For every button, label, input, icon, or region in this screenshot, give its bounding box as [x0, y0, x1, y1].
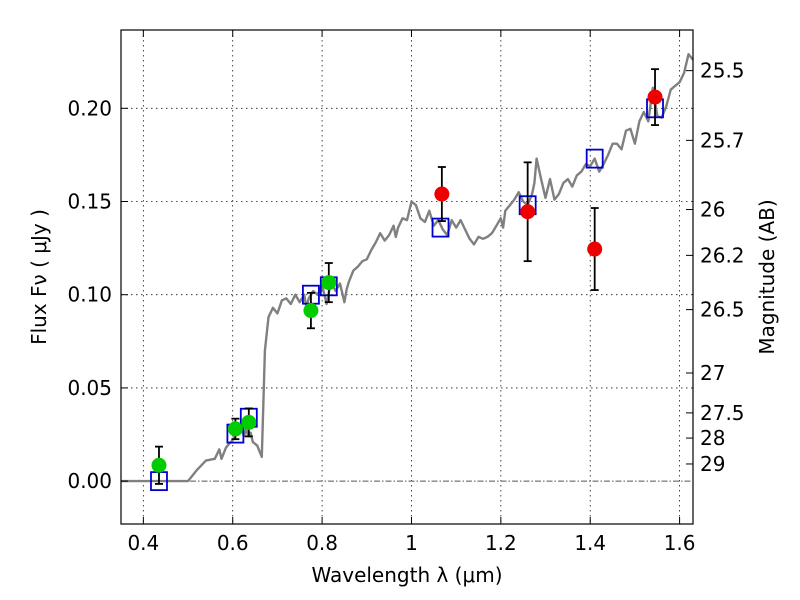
- x-tick-label: 1.4: [574, 531, 606, 555]
- x-tick-label: 0.6: [217, 531, 249, 555]
- model-photometry-point: [431, 217, 450, 238]
- data-point: [241, 414, 257, 430]
- x-tick-label: 1: [405, 531, 418, 555]
- points-layer: [150, 68, 664, 492]
- data-point: [303, 303, 319, 319]
- y-tick-label: 0.10: [67, 283, 112, 307]
- model-photometry-point: [585, 148, 604, 169]
- mag-tick-label: 26.2: [700, 243, 745, 267]
- x-tick-label: 1.6: [664, 531, 696, 555]
- x-tick-label: 0.8: [306, 531, 338, 555]
- y-tick-label: 0.15: [67, 190, 112, 214]
- mag-tick-label: 25.7: [700, 128, 745, 152]
- mag-tick-label: 26.5: [700, 298, 745, 322]
- data-point: [321, 275, 337, 291]
- data-point: [151, 457, 167, 473]
- grid: [121, 30, 693, 524]
- plot-frame: [120, 29, 694, 525]
- data-point: [434, 186, 450, 202]
- mag-tick-label: 26: [700, 198, 725, 222]
- mag-tick-label: 28: [700, 426, 725, 450]
- spectrum-layer: [121, 53, 694, 483]
- y-axis-label: Flux Fν ( μJy ): [27, 209, 51, 345]
- x-tick-label: 0.4: [127, 531, 159, 555]
- y-tick-label: 0.00: [67, 469, 112, 493]
- data-point: [647, 89, 663, 105]
- mag-tick-label: 27: [700, 361, 725, 385]
- x-axis-label: Wavelength λ (μm): [311, 563, 502, 587]
- x-tick-label: 1.2: [485, 531, 517, 555]
- data-point: [587, 241, 603, 257]
- mag-tick-label: 27.5: [700, 401, 745, 425]
- data-point: [520, 204, 536, 220]
- y-tick-label: 0.20: [67, 96, 112, 120]
- data-point: [227, 421, 243, 437]
- mag-tick-label: 29: [700, 452, 725, 476]
- ticks-layer: 0.4 0.6 0.8 1 1.2 1.4 1.6 0.00 0.05 0.10 0.15 0.20 2…: [67, 30, 745, 555]
- spectrum-line: [121, 53, 694, 483]
- y-tick-label: 0.05: [67, 376, 112, 400]
- y2-axis-label: Magnitude (AB): [755, 199, 779, 354]
- mag-tick-label: 25.5: [700, 59, 745, 83]
